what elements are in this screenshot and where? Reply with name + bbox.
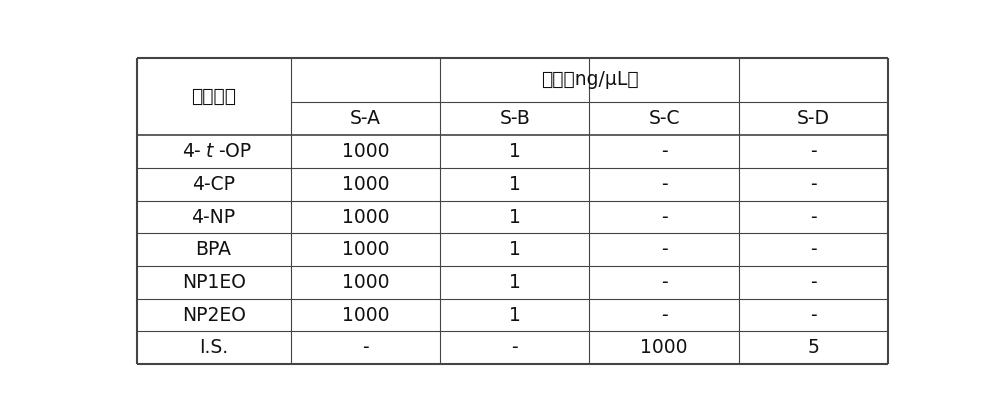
Text: -: -	[661, 142, 668, 161]
Text: -OP: -OP	[218, 142, 251, 161]
Text: NP2EO: NP2EO	[182, 306, 246, 324]
Text: -: -	[810, 208, 817, 227]
Text: 1000: 1000	[342, 306, 389, 324]
Text: 5: 5	[808, 338, 820, 357]
Text: S-D: S-D	[797, 109, 830, 128]
Text: -: -	[810, 306, 817, 324]
Text: S-B: S-B	[499, 109, 530, 128]
Text: BPA: BPA	[196, 240, 232, 259]
Text: 4-: 4-	[182, 142, 201, 161]
Text: -: -	[810, 175, 817, 194]
Text: 1000: 1000	[342, 240, 389, 259]
Text: 4-NP: 4-NP	[192, 208, 236, 227]
Text: -: -	[661, 240, 668, 259]
Text: -: -	[661, 175, 668, 194]
Text: 1: 1	[509, 208, 521, 227]
Text: 1: 1	[509, 240, 521, 259]
Text: 1: 1	[509, 142, 521, 161]
Text: S-A: S-A	[350, 109, 381, 128]
Text: -: -	[362, 338, 369, 357]
Text: -: -	[661, 273, 668, 292]
Text: 1: 1	[509, 306, 521, 324]
Text: -: -	[810, 273, 817, 292]
Text: I.S.: I.S.	[199, 338, 228, 357]
Text: 浓度（ng/μL）: 浓度（ng/μL）	[541, 70, 638, 89]
Text: NP1EO: NP1EO	[182, 273, 246, 292]
Text: 1000: 1000	[342, 175, 389, 194]
Text: 4-CP: 4-CP	[192, 175, 235, 194]
Text: S-C: S-C	[648, 109, 680, 128]
Text: 1000: 1000	[342, 208, 389, 227]
Text: -: -	[511, 338, 518, 357]
Text: -: -	[661, 306, 668, 324]
Text: 化学物质: 化学物质	[191, 87, 236, 106]
Text: -: -	[810, 142, 817, 161]
Text: 1000: 1000	[640, 338, 688, 357]
Text: 1000: 1000	[342, 273, 389, 292]
Text: 1: 1	[509, 273, 521, 292]
Text: 1000: 1000	[342, 142, 389, 161]
Text: -: -	[661, 208, 668, 227]
Text: t: t	[206, 142, 213, 161]
Text: 1: 1	[509, 175, 521, 194]
Text: -: -	[810, 240, 817, 259]
